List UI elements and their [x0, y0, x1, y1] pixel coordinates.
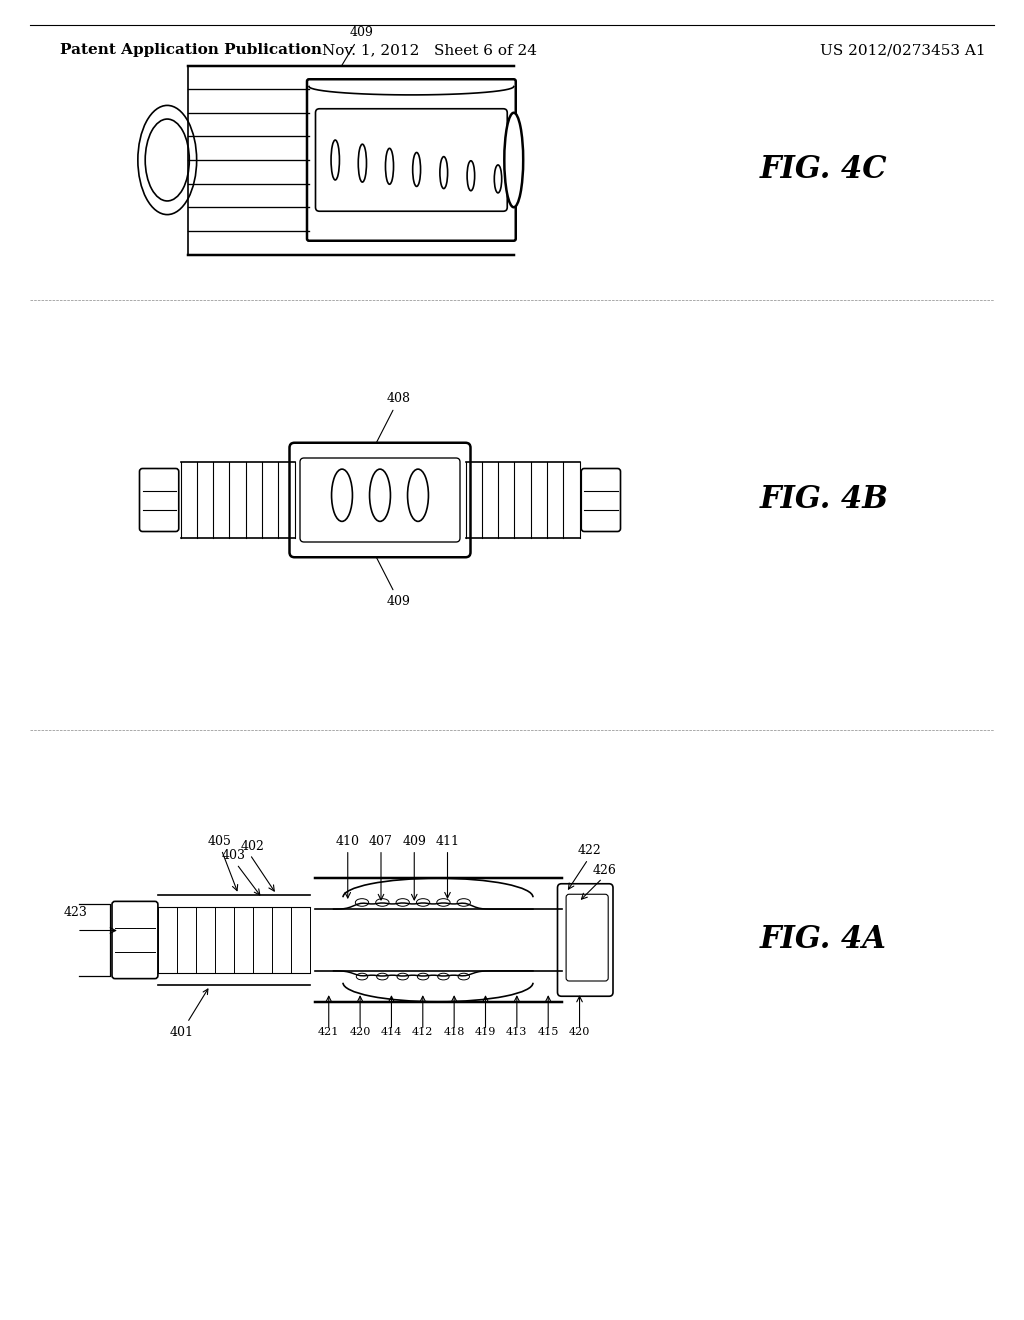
Text: 402: 402: [241, 840, 264, 853]
Ellipse shape: [145, 119, 189, 201]
Ellipse shape: [356, 973, 368, 979]
Text: Nov. 1, 2012   Sheet 6 of 24: Nov. 1, 2012 Sheet 6 of 24: [323, 44, 538, 57]
Ellipse shape: [377, 973, 388, 979]
Ellipse shape: [437, 973, 450, 979]
Text: 405: 405: [208, 836, 231, 847]
Ellipse shape: [331, 140, 339, 180]
Ellipse shape: [504, 112, 523, 207]
Ellipse shape: [376, 899, 389, 907]
Ellipse shape: [458, 973, 469, 979]
Text: US 2012/0273453 A1: US 2012/0273453 A1: [820, 44, 986, 57]
Text: 415: 415: [538, 1027, 559, 1038]
Text: 418: 418: [443, 1027, 465, 1038]
Text: FIG. 4B: FIG. 4B: [760, 484, 889, 516]
Ellipse shape: [370, 469, 390, 521]
Ellipse shape: [467, 161, 475, 190]
FancyBboxPatch shape: [112, 902, 158, 978]
Text: 409: 409: [342, 26, 374, 65]
Ellipse shape: [355, 899, 369, 907]
Text: FIG. 4A: FIG. 4A: [760, 924, 887, 956]
Ellipse shape: [457, 899, 470, 907]
Text: 423: 423: [63, 907, 87, 919]
Text: 408: 408: [377, 392, 411, 442]
Text: 409: 409: [377, 557, 411, 609]
Text: 414: 414: [381, 1027, 402, 1038]
Ellipse shape: [138, 106, 197, 215]
Ellipse shape: [440, 157, 447, 189]
Text: 412: 412: [412, 1027, 433, 1038]
Ellipse shape: [385, 148, 393, 185]
Text: 413: 413: [506, 1027, 527, 1038]
Text: 419: 419: [475, 1027, 497, 1038]
FancyBboxPatch shape: [315, 108, 507, 211]
Ellipse shape: [397, 973, 409, 979]
Text: Patent Application Publication: Patent Application Publication: [60, 44, 322, 57]
FancyBboxPatch shape: [139, 469, 179, 532]
Text: 420: 420: [569, 1027, 590, 1038]
Text: 422: 422: [579, 845, 602, 858]
Ellipse shape: [418, 973, 429, 979]
Ellipse shape: [495, 165, 502, 193]
Ellipse shape: [332, 469, 352, 521]
Text: FIG. 4C: FIG. 4C: [760, 154, 888, 186]
FancyBboxPatch shape: [300, 458, 460, 543]
FancyBboxPatch shape: [290, 442, 470, 557]
Text: 407: 407: [369, 836, 393, 847]
FancyBboxPatch shape: [582, 469, 621, 532]
Text: 421: 421: [318, 1027, 339, 1038]
FancyBboxPatch shape: [307, 79, 516, 240]
Text: 426: 426: [592, 863, 616, 876]
Ellipse shape: [396, 899, 410, 907]
Ellipse shape: [417, 899, 430, 907]
Text: 411: 411: [435, 836, 460, 847]
FancyBboxPatch shape: [557, 884, 613, 997]
Ellipse shape: [358, 144, 367, 182]
Text: 401: 401: [170, 989, 208, 1039]
Text: 403: 403: [222, 849, 246, 862]
FancyBboxPatch shape: [566, 894, 608, 981]
Text: 409: 409: [402, 836, 426, 847]
Ellipse shape: [408, 469, 428, 521]
Text: 410: 410: [336, 836, 359, 847]
Ellipse shape: [413, 153, 421, 186]
Text: 420: 420: [349, 1027, 371, 1038]
Ellipse shape: [437, 899, 451, 907]
